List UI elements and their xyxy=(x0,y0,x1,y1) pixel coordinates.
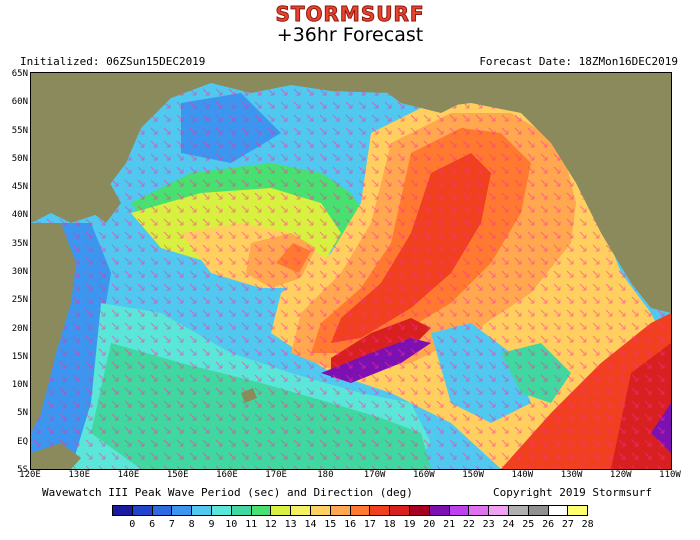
legend-swatch xyxy=(508,505,529,516)
lon-label: 130E xyxy=(68,470,91,480)
lon-label: 150W xyxy=(462,470,484,480)
lat-label: 5S xyxy=(17,465,28,475)
legend-label: 9 xyxy=(208,519,215,530)
legend-swatch xyxy=(250,505,272,516)
map-description: Wavewatch III Peak Wave Period (sec) and… xyxy=(42,486,413,499)
legend-swatch xyxy=(230,505,252,516)
initialized-label: Initialized: 06ZSun15DEC2019 xyxy=(20,55,206,68)
lon-label: 140E xyxy=(117,470,140,480)
legend-swatch xyxy=(369,505,391,516)
legend-swatch xyxy=(329,505,351,516)
legend-swatch xyxy=(547,505,569,516)
legend-label: 13 xyxy=(284,519,297,530)
legend-label: 27 xyxy=(561,519,574,530)
lon-label: 120E xyxy=(19,470,41,480)
legend-label: 18 xyxy=(383,519,396,530)
lat-label: 20N xyxy=(11,323,28,334)
brand-logo: STORMSURF xyxy=(275,2,425,27)
legend-label: 24 xyxy=(502,519,515,530)
lat-label: 5N xyxy=(17,408,28,419)
legend-swatch xyxy=(211,505,232,516)
lon-label: 140W xyxy=(511,470,534,480)
wave-period-map xyxy=(30,72,672,470)
north-america-land xyxy=(401,73,671,313)
legend-label: 14 xyxy=(304,519,317,530)
legend-swatch xyxy=(409,505,430,516)
legend-label: 7 xyxy=(168,519,175,530)
legend-swatch xyxy=(448,505,470,516)
legend-swatch xyxy=(389,505,410,516)
forecast-hour-title: +36hr Forecast xyxy=(276,24,424,46)
alaska-land xyxy=(361,73,471,113)
lon-label: 120W xyxy=(609,470,632,480)
legend-label: 21 xyxy=(443,519,456,530)
legend-label: 26 xyxy=(542,519,555,530)
legend-swatch xyxy=(567,505,589,516)
lat-label: 25N xyxy=(11,295,28,306)
legend-swatch xyxy=(151,505,173,516)
legend-swatch xyxy=(270,505,292,516)
legend-swatch xyxy=(131,505,153,516)
legend-swatch xyxy=(468,505,490,516)
period-color-legend: 0 6 7 8 9 10 11 12 13 14 15 16 17 18 19 20 21 22 23 24 25 26 2… xyxy=(112,505,594,535)
legend-swatch xyxy=(428,505,450,516)
forecast-date-label: Forecast Date: 18ZMon16DEC2019 xyxy=(479,55,678,68)
legend-swatch xyxy=(290,505,311,516)
lat-label: 60N xyxy=(11,97,28,108)
legend-swatch xyxy=(191,505,212,516)
legend-label: 17 xyxy=(363,519,376,530)
lat-label: EQ xyxy=(17,436,28,447)
legend-label: 25 xyxy=(522,519,535,530)
lat-label: 40N xyxy=(11,210,28,221)
lon-label: 170E xyxy=(265,470,287,480)
legend-label: 16 xyxy=(344,519,357,530)
legend-label: 8 xyxy=(188,519,195,530)
legend-swatch xyxy=(171,505,193,516)
legend-label: 6 xyxy=(149,519,156,530)
legend-swatch xyxy=(310,505,331,516)
legend-label: 12 xyxy=(264,519,277,530)
lat-label: 30N xyxy=(11,267,28,277)
legend-swatch xyxy=(488,505,509,516)
lat-label: 35N xyxy=(11,238,28,249)
japan-land xyxy=(91,185,121,223)
lat-label: 55N xyxy=(11,125,28,136)
legend-label: 10 xyxy=(225,519,238,530)
asia-land xyxy=(31,73,411,223)
legend-label: 28 xyxy=(581,519,594,530)
lat-label: 10N xyxy=(11,380,28,391)
legend-label: 0 xyxy=(129,519,136,530)
legend-swatch xyxy=(112,505,133,516)
legend-label: 15 xyxy=(324,519,337,530)
legend-label: 11 xyxy=(245,519,258,530)
lon-label: 160W xyxy=(413,470,435,480)
lon-label: 110W xyxy=(659,470,681,480)
legend-swatch xyxy=(349,505,371,516)
legend-label: 19 xyxy=(403,519,416,530)
copyright-label: Copyright 2019 Stormsurf xyxy=(493,486,652,499)
lat-label: 65N xyxy=(11,69,28,79)
lon-label: 170W xyxy=(363,470,386,480)
lon-label: 180 xyxy=(317,470,334,480)
lon-label: 150E xyxy=(166,470,189,480)
pacific-islands-land xyxy=(31,443,81,469)
lat-label: 15N xyxy=(11,351,28,362)
lon-label: 160E xyxy=(216,470,238,480)
lon-label: 130W xyxy=(560,470,583,480)
legend-swatch xyxy=(527,505,549,516)
lat-label: 45N xyxy=(11,182,28,193)
legend-label: 23 xyxy=(482,519,495,530)
legend-label: 20 xyxy=(423,519,436,530)
asia-coast-land xyxy=(31,223,76,433)
lat-label: 50N xyxy=(11,153,28,164)
legend-label: 22 xyxy=(462,519,475,530)
